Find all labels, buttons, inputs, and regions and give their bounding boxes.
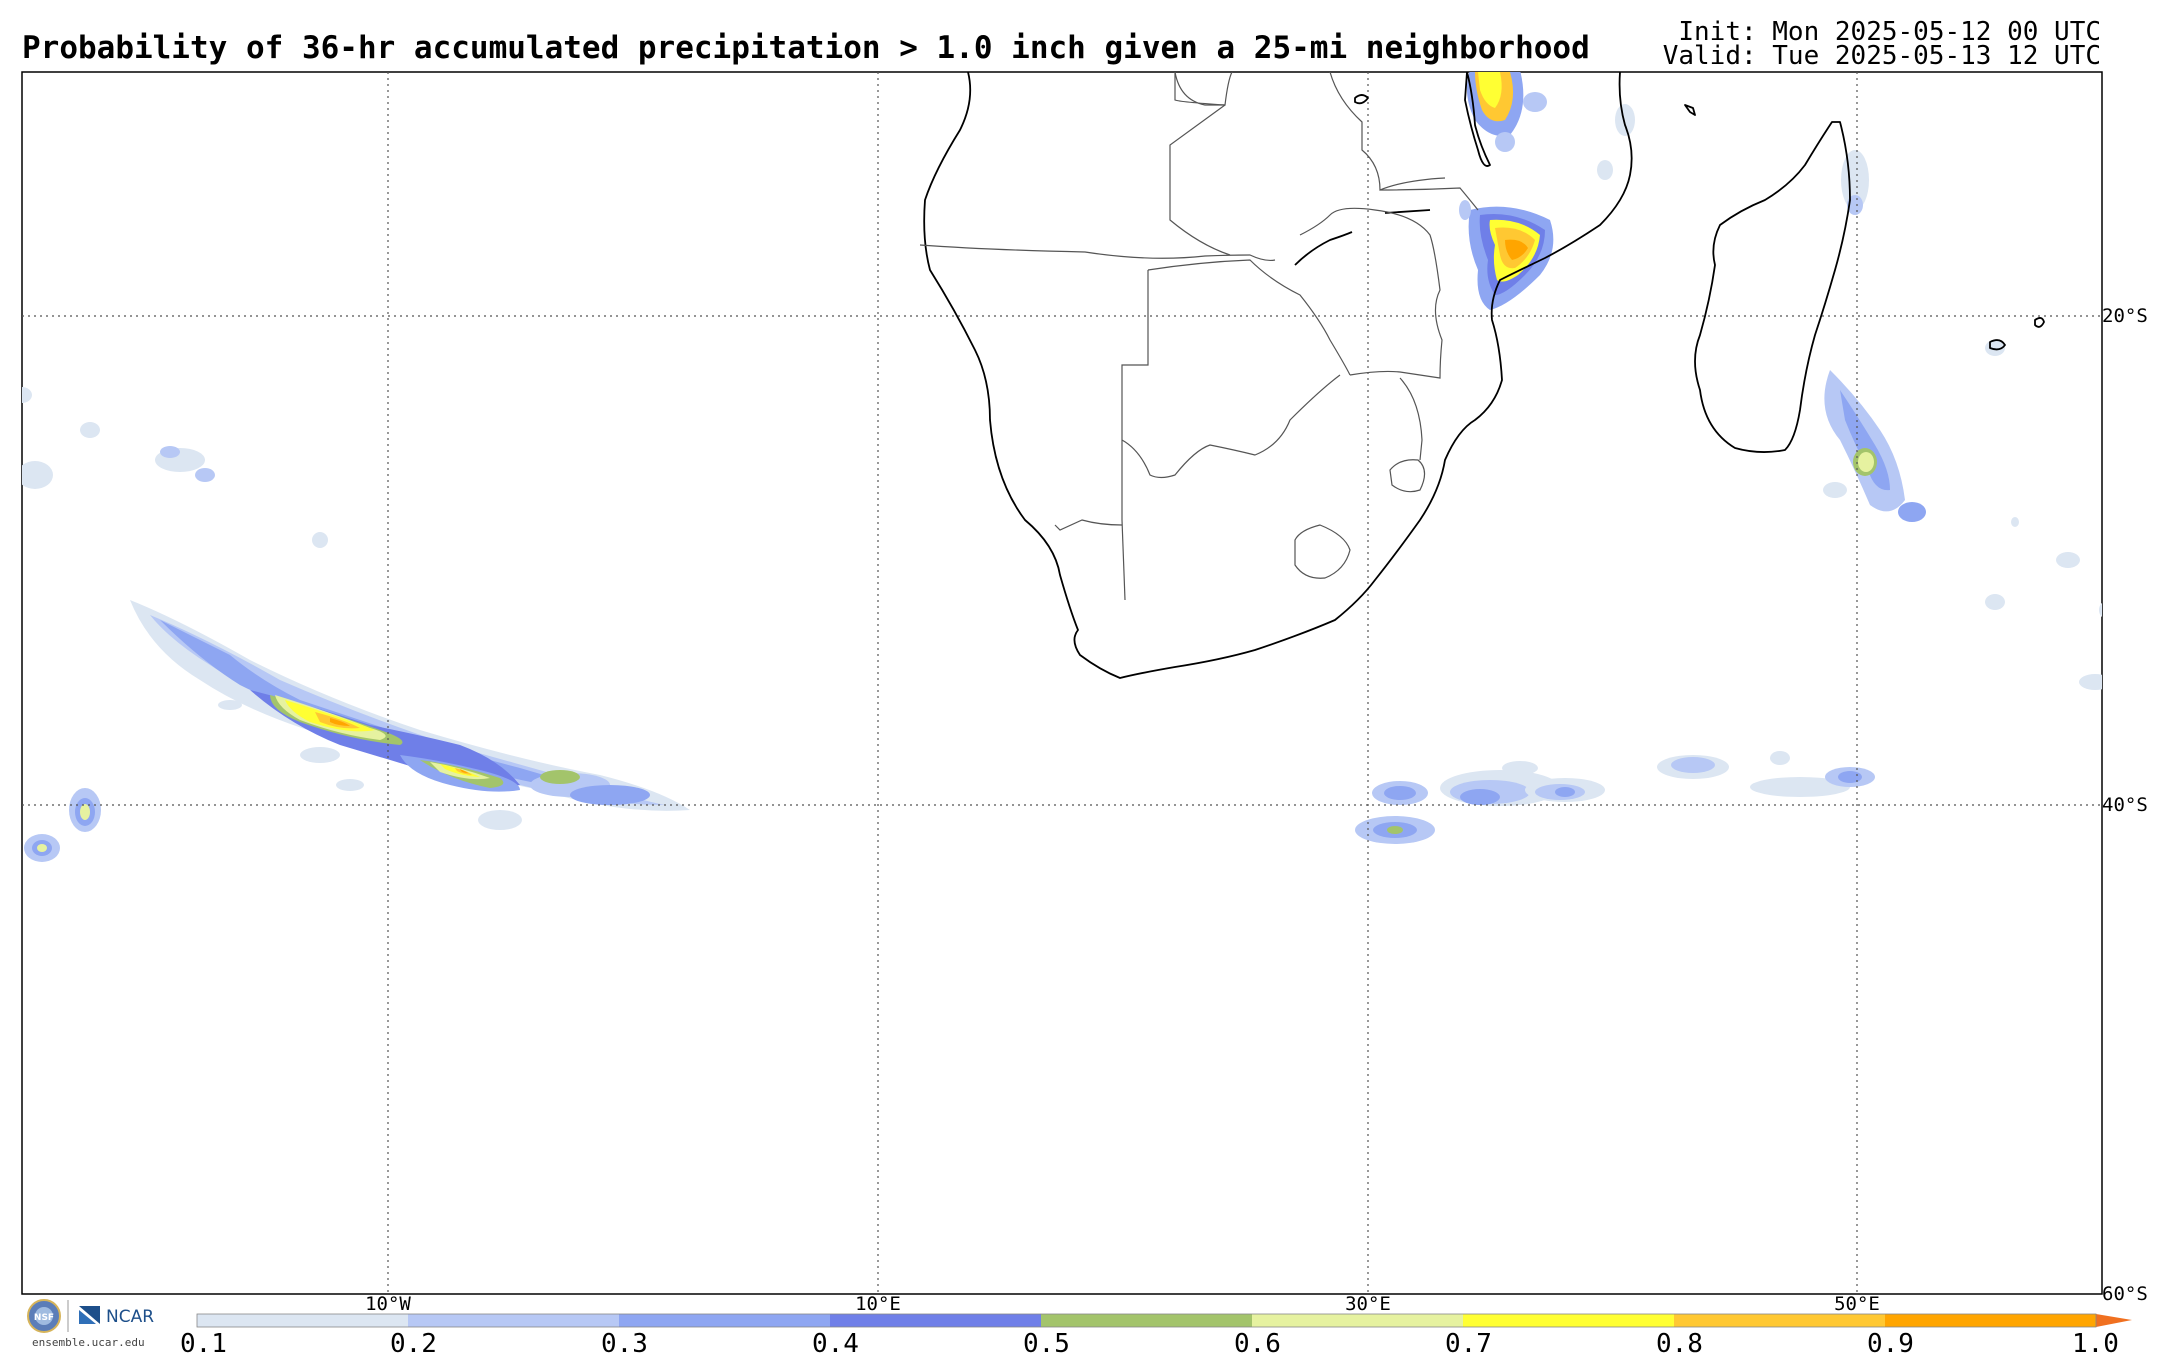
colorbar-tick-label: 0.5	[1023, 1329, 1070, 1359]
colorbar-segment-3	[619, 1314, 830, 1327]
malawi-lake	[1464, 72, 1491, 167]
nsf-seal-icon: NSF	[27, 1299, 61, 1333]
scattered-atlantic-cells	[22, 387, 328, 548]
colorbar-tick-label: 0.9	[1867, 1329, 1914, 1359]
mauritius	[1989, 339, 2006, 351]
lon-label-50e: 50°E	[1834, 1293, 1880, 1315]
graticule	[22, 72, 2102, 1294]
page-title: Probability of 36-hr accumulated precipi…	[22, 30, 1590, 66]
reunion	[2034, 317, 2045, 328]
colorbar-segment-8	[1674, 1314, 1885, 1327]
valid-time: Valid: Tue 2025-05-13 12 UTC	[1662, 41, 2101, 71]
colorbar-outline	[196, 1313, 2097, 1328]
lat-label-40s: 40°S	[2102, 794, 2148, 816]
country-borders	[919, 72, 1479, 601]
colorbar-segment-5	[1041, 1314, 1252, 1327]
colorbar-segment-1	[197, 1314, 408, 1327]
colorbar-tick-label: 0.2	[390, 1329, 437, 1359]
southwest-rain-cells	[24, 788, 101, 862]
colorbar-segment-9	[1885, 1314, 2096, 1327]
colorbar-segment-2	[408, 1314, 619, 1327]
colorbar	[196, 1313, 2132, 1328]
southern-africa-coast	[923, 72, 1633, 679]
colorbar-segment-7	[1463, 1314, 1674, 1327]
ncar-logo-icon	[79, 1306, 100, 1324]
colorbar-tick-label: 0.7	[1445, 1329, 1492, 1359]
lake-victoria-fragment	[1354, 94, 1369, 105]
lon-label-30e: 30°E	[1345, 1293, 1391, 1315]
map-frame	[21, 71, 2103, 1295]
lon-label-10e: 10°E	[855, 1293, 901, 1315]
comoros	[1684, 104, 1696, 116]
mozambique-rain-band	[1459, 72, 1635, 310]
colorbar-extend-arrow	[2096, 1314, 2132, 1327]
run-times: Init: Mon 2025-05-12 00 UTC Valid: Tue 2…	[1662, 17, 2101, 71]
colorbar-tick-label: 0.1	[180, 1329, 227, 1359]
lat-label-60s: 60°S	[2102, 1283, 2148, 1305]
lake-kariba	[1294, 231, 1353, 266]
colorbar-segment-6	[1252, 1314, 1463, 1327]
precip-probability-layer	[22, 72, 2102, 862]
colorbar-tick-label: 0.8	[1656, 1329, 1703, 1359]
colorbar-tick-label: 0.3	[601, 1329, 648, 1359]
lat-label-20s: 20°S	[2102, 305, 2148, 327]
lon-label-10w: 10°W	[365, 1293, 411, 1315]
colorbar-tick-label: 0.4	[812, 1329, 859, 1359]
south-atlantic-rain-band	[130, 600, 690, 830]
lake-cahora	[1384, 209, 1431, 214]
init-time: Init: Mon 2025-05-12 00 UTC	[1678, 17, 2101, 47]
southern-ocean-rain-cells	[1355, 751, 1875, 844]
colorbar-segment-4	[830, 1314, 1041, 1327]
colorbar-tick-label: 0.6	[1234, 1329, 1281, 1359]
ncar-logo-icon-shade	[79, 1310, 96, 1324]
madagascar-outline	[1694, 121, 1851, 453]
ensemble-url: ensemble.ucar.edu	[32, 1336, 145, 1349]
ncar-wordmark: NCAR	[106, 1307, 155, 1327]
colorbar-tick-label: 1.0	[2072, 1329, 2119, 1359]
nsf-seal-text: NSF	[34, 1313, 54, 1323]
coastlines	[923, 72, 2045, 679]
